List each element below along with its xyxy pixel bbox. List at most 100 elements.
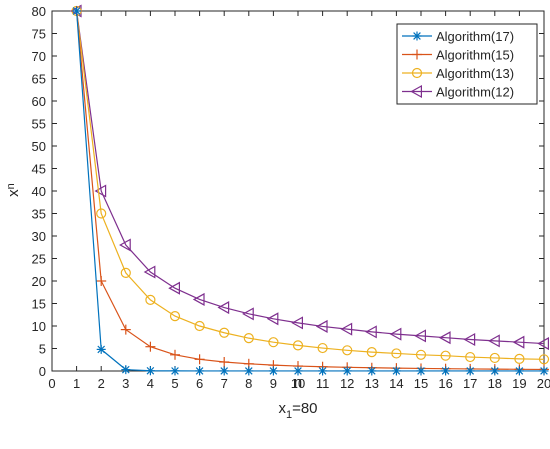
data-point xyxy=(512,335,525,349)
x-tick-label: 14 xyxy=(389,376,403,391)
data-point xyxy=(318,366,328,376)
x-tick-label: 1 xyxy=(73,376,80,391)
data-point xyxy=(195,366,205,376)
y-tick-label: 55 xyxy=(32,117,46,132)
data-point xyxy=(538,354,550,365)
data-point xyxy=(219,327,230,338)
y-tick-label: 40 xyxy=(32,184,46,199)
legend-marker xyxy=(412,31,422,41)
x-tick-label: 18 xyxy=(488,376,502,391)
legend-item: Algorithm(13) xyxy=(402,66,514,81)
data-point xyxy=(415,349,427,360)
data-point xyxy=(293,366,303,376)
data-point xyxy=(145,366,155,376)
data-point xyxy=(389,327,402,341)
data-point xyxy=(219,366,229,376)
data-point xyxy=(120,324,131,335)
data-point xyxy=(367,366,377,376)
series-2 xyxy=(71,5,550,365)
data-point xyxy=(438,331,451,345)
data-point xyxy=(168,281,180,295)
data-point xyxy=(539,366,549,376)
data-point xyxy=(219,357,230,367)
data-point xyxy=(96,344,106,354)
x-tick-label: 19 xyxy=(512,376,526,391)
data-point xyxy=(465,351,476,363)
data-point xyxy=(537,337,550,351)
y-tick-label: 80 xyxy=(32,4,46,19)
data-point xyxy=(268,366,278,376)
data-point xyxy=(268,337,279,348)
y-tick-label: 65 xyxy=(32,72,46,87)
data-point xyxy=(342,345,353,356)
data-point xyxy=(169,311,181,322)
y-tick-label: 5 xyxy=(39,342,46,357)
data-point xyxy=(145,341,156,352)
series-0 xyxy=(72,6,549,376)
legend-label: Algorithm(13) xyxy=(436,66,514,81)
data-point xyxy=(145,294,156,305)
data-point xyxy=(488,334,500,348)
data-point xyxy=(72,6,82,16)
data-point xyxy=(194,320,205,332)
data-point xyxy=(465,366,475,376)
data-point xyxy=(365,325,377,339)
legend-label: Algorithm(12) xyxy=(436,85,514,100)
data-point xyxy=(170,366,180,376)
y-tick-label: 10 xyxy=(32,319,46,334)
y-tick-label: 25 xyxy=(32,252,46,267)
x-tick-label: 0 xyxy=(48,376,55,391)
series-layer xyxy=(69,4,550,376)
x-tick-label: 6 xyxy=(196,376,203,391)
x-tick-label: 5 xyxy=(171,376,178,391)
data-point xyxy=(94,184,107,198)
x-tick-label: 13 xyxy=(365,376,379,391)
data-point xyxy=(217,301,230,315)
data-point xyxy=(96,208,107,219)
data-point xyxy=(120,267,131,278)
y-tick-label: 20 xyxy=(32,274,46,289)
x-tick-label: 8 xyxy=(245,376,252,391)
x-tick-label: 2 xyxy=(98,376,105,391)
data-point xyxy=(463,332,476,347)
data-point xyxy=(192,292,205,306)
y-axis: 0 5 10 15 20 25 30 35 40 45 50 55 60 65 70 75 80 xyxy=(32,4,544,379)
legend-label: Algorithm(17) xyxy=(436,29,514,44)
data-point xyxy=(490,366,500,376)
legend-box xyxy=(396,23,538,105)
data-point xyxy=(342,366,352,376)
data-point xyxy=(514,366,524,376)
data-point xyxy=(391,366,401,376)
legend: Algorithm(17) Algorithm(15) Algorithm(13) A… xyxy=(396,23,538,105)
data-point xyxy=(366,347,377,358)
y-tick-label: 45 xyxy=(32,162,46,177)
legend-item: Algorithm(12) xyxy=(402,85,514,100)
data-point xyxy=(489,352,500,364)
x-tick-label: 12 xyxy=(340,376,354,391)
y-axis-label: xn xyxy=(5,183,22,197)
x-tick-label: 7 xyxy=(221,376,228,391)
data-point xyxy=(414,329,426,343)
x-tick-label: 16 xyxy=(438,376,452,391)
data-point xyxy=(291,316,303,330)
data-point xyxy=(244,366,254,376)
data-point xyxy=(315,319,328,333)
x-tick-label: 3 xyxy=(122,376,129,391)
data-point xyxy=(317,342,328,354)
x-tick-label: 10 xyxy=(291,376,305,391)
x-tick-label: 9 xyxy=(270,376,277,391)
x-axis: 0 1 2 3 4 5 6 7 8 9 10 11 12 13 14 15 16 17 18 19 20 xyxy=(48,11,550,391)
legend-marker xyxy=(410,84,422,99)
y-tick-label: 15 xyxy=(32,297,46,312)
legend-item: Algorithm(15) xyxy=(402,48,514,63)
data-point xyxy=(119,238,131,252)
y-tick-label: 35 xyxy=(32,207,46,222)
data-point xyxy=(340,322,353,336)
data-point xyxy=(242,307,254,321)
data-point xyxy=(170,349,180,360)
y-tick-label: 0 xyxy=(39,364,46,379)
data-point xyxy=(441,366,451,376)
legend-marker xyxy=(411,67,423,79)
data-point xyxy=(121,365,131,375)
